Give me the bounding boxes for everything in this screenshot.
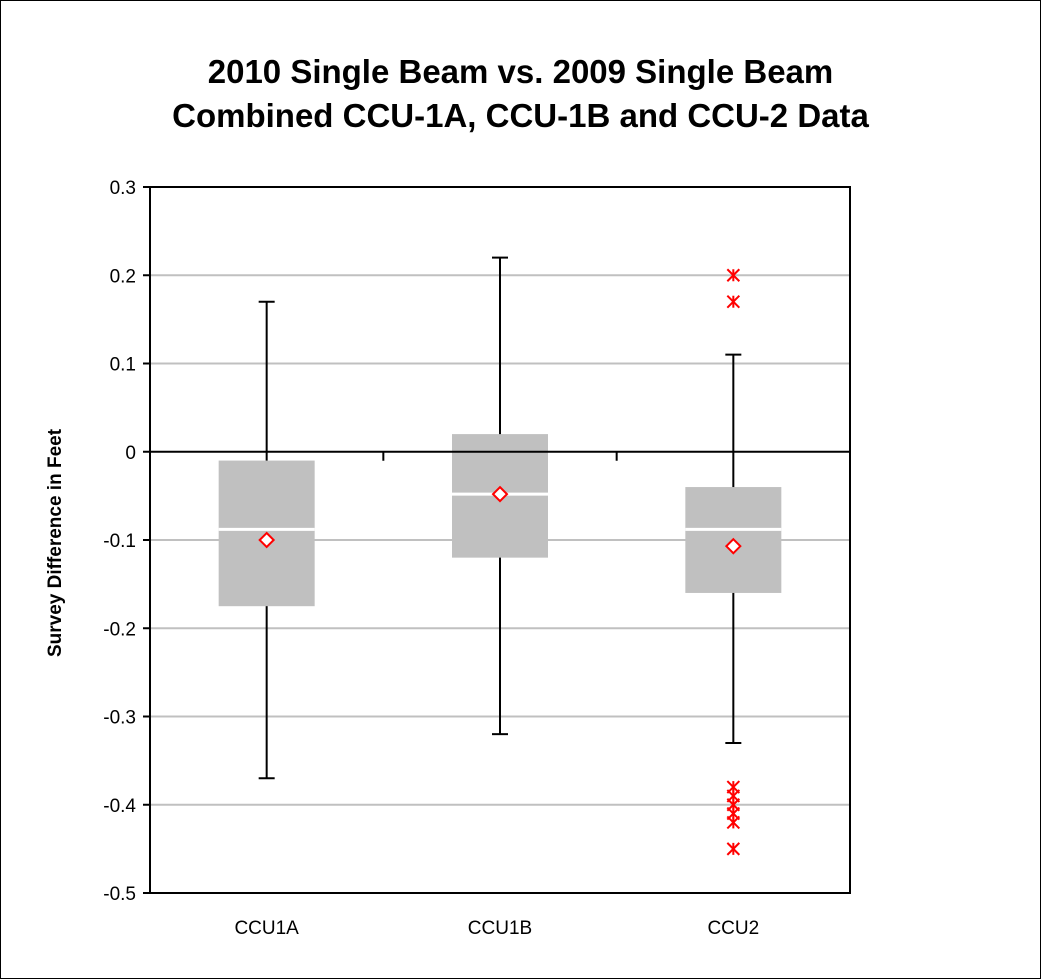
y-tick-label: -0.1 — [103, 531, 136, 552]
chart-title-line1: 2010 Single Beam vs. 2009 Single Beam — [207, 53, 834, 90]
mean-marker — [491, 485, 509, 503]
y-tick-label: 0.2 — [110, 266, 136, 287]
outlier-marker — [726, 268, 741, 282]
outlier-marker — [726, 815, 741, 830]
y-tick-label: -0.4 — [103, 796, 136, 817]
chart-title: 2010 Single Beam vs. 2009 Single Beam Co… — [0, 50, 1041, 138]
x-tick-label: CCU1B — [468, 918, 532, 939]
y-tick-label: -0.2 — [103, 619, 136, 640]
outlier-marker — [726, 295, 741, 309]
outlier-marker — [726, 842, 741, 856]
mean-marker — [724, 537, 742, 555]
chart-title-line2: Combined CCU-1A, CCU-1B and CCU-2 Data — [172, 97, 869, 134]
x-tick-label: CCU1A — [234, 918, 299, 939]
y-tick-label: 0 — [125, 443, 136, 464]
x-tick-label: CCU2 — [707, 918, 759, 939]
box-group-ccu1a — [218, 300, 315, 780]
y-tick-label: 0.1 — [110, 355, 136, 376]
mean-marker — [258, 531, 276, 549]
y-tick-label: -0.5 — [103, 884, 136, 905]
box-group-ccu1b — [452, 256, 548, 736]
y-tick-label: -0.3 — [103, 708, 136, 729]
y-tick-label: 0.3 — [110, 178, 136, 199]
box-group-ccu2 — [685, 268, 782, 856]
